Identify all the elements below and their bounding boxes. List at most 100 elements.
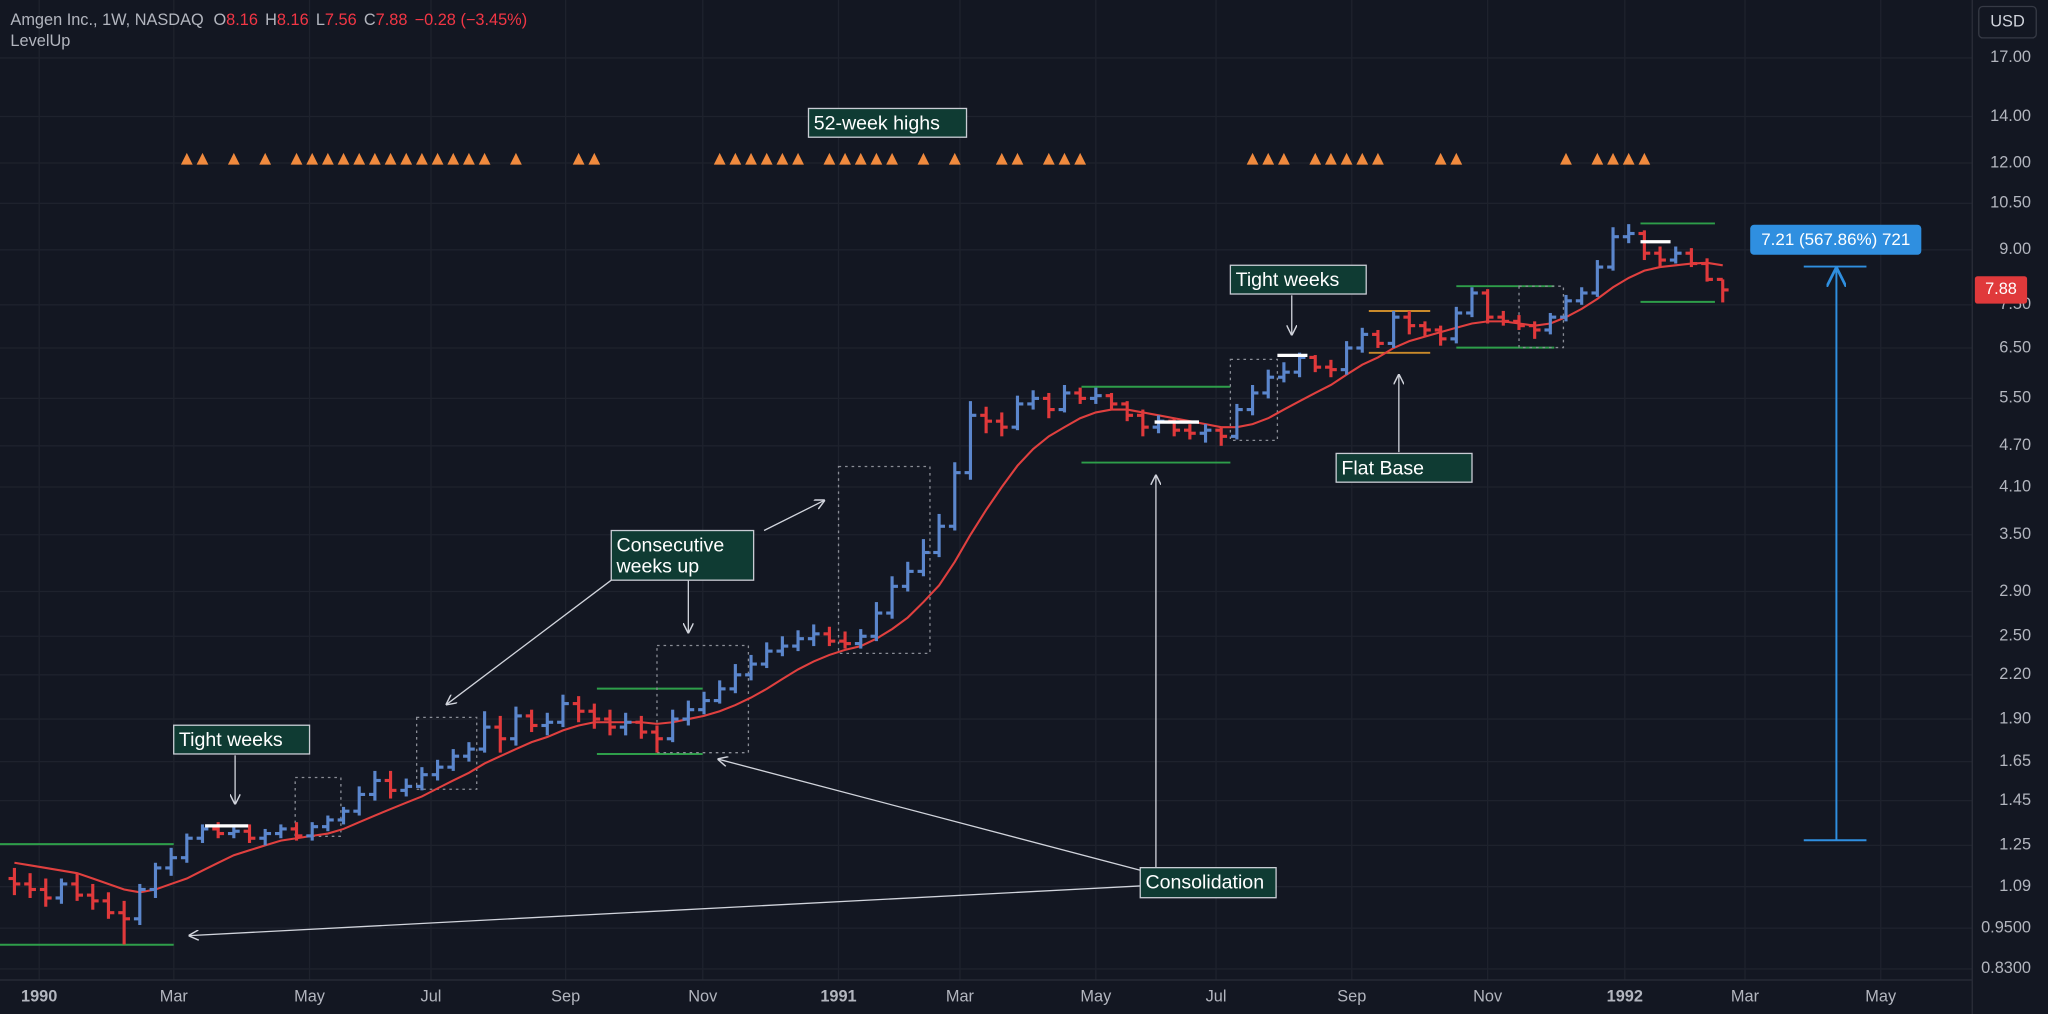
ohlc-bar: [290, 822, 303, 841]
52-week-high-marker: [431, 152, 444, 165]
ohlc-bar: [478, 711, 491, 753]
ohlc-bar: [1246, 384, 1259, 416]
ohlc-bar: [384, 770, 397, 799]
ohlc-bar: [635, 715, 648, 739]
ohlc-bar: [1183, 424, 1196, 440]
52-week-high-marker: [1622, 152, 1635, 165]
ohlc-bar: [1356, 327, 1369, 353]
currency-button[interactable]: [1978, 5, 2037, 39]
y-tick-label: 5.50: [1999, 389, 2031, 407]
ohlc-bar: [321, 815, 334, 832]
ohlc-bar: [588, 703, 601, 729]
ohlc-bar: [1591, 260, 1604, 297]
ohlc-bar: [541, 712, 554, 736]
y-tick-label: 9.00: [1999, 240, 2031, 258]
ohlc-bar: [1027, 390, 1040, 410]
ohlc-bar: [1074, 387, 1087, 404]
52-week-high-marker: [290, 152, 303, 165]
ohlc-bar: [510, 706, 522, 746]
y-tick-label: 12.00: [1990, 153, 2031, 171]
ohlc-bar: [1481, 289, 1494, 324]
y-tick-label: 0.8300: [1981, 959, 2031, 977]
x-tick-label: Jul: [421, 987, 442, 1005]
annotation: Consolidation: [1145, 871, 1264, 893]
52-week-high-marker: [196, 152, 209, 165]
ohlc-bar: [1497, 310, 1510, 326]
y-tick-label: 14.00: [1990, 107, 2031, 125]
symbol: Amgen Inc., 1W, NASDAQ: [10, 11, 203, 29]
52-week-high-marker: [1372, 152, 1384, 165]
52-week-high-marker: [447, 152, 460, 165]
ohlc-bar: [494, 715, 507, 753]
study-name: LevelUp: [10, 32, 70, 50]
ohlc-bar: [1372, 329, 1384, 348]
y-tick-label: 1.09: [1999, 877, 2031, 895]
annotation: Tight weeks: [179, 729, 283, 751]
52-week-high-marker: [1607, 152, 1619, 165]
52-week-high-marker: [259, 152, 272, 165]
y-tick-label: 3.50: [1999, 525, 2031, 543]
52-week-high-marker: [510, 152, 522, 165]
52-week-high-marker: [823, 152, 836, 165]
52-week-high-marker: [1278, 152, 1290, 165]
y-tick-label: 17.00: [1990, 48, 2031, 66]
52-week-high-marker: [572, 152, 585, 165]
legend-letter: C: [364, 11, 376, 29]
ohlc-bar: [133, 883, 146, 926]
ohlc-bar: [196, 824, 209, 843]
x-tick-label: Nov: [1473, 987, 1503, 1005]
x-tick-label: Mar: [946, 987, 975, 1005]
ohlc-bar: [1466, 287, 1478, 318]
ohlc-bar: [149, 862, 162, 898]
y-tick-label: 4.10: [1999, 477, 2031, 495]
annotation-box: [1229, 264, 1367, 295]
y-tick-label: 1.25: [1999, 836, 2031, 854]
currency[interactable]: USD: [1990, 13, 2025, 31]
ohlc-bar: [917, 539, 930, 577]
52-week-high-marker: [792, 152, 804, 165]
legend-value: 7.56: [325, 11, 357, 29]
ohlc-bar: [416, 767, 428, 791]
ohlc-bar: [118, 900, 131, 945]
annotation: Consecutive: [616, 534, 724, 556]
y-tick-label: 1.90: [1999, 709, 2031, 727]
ohlc-bar: [604, 709, 616, 736]
52-week-high-marker: [400, 152, 413, 165]
ohlc-bar: [337, 806, 350, 825]
52-week-high-marker: [1042, 152, 1055, 165]
legend-line: Amgen Inc., 1W, NASDAQ O8.16 H8.16 L7.56…: [10, 11, 527, 29]
ohlc-bar: [369, 770, 381, 801]
ohlc-bar: [823, 626, 836, 647]
moving-average: [14, 261, 1723, 894]
annotations: 52-week highs Tight weeks Consecutive we…: [173, 107, 1922, 899]
ohlc-bar: [1575, 287, 1588, 305]
ohlc-bar: [901, 561, 914, 592]
52-week-high-marker: [1074, 152, 1087, 165]
ohlc-bar: [1403, 310, 1416, 335]
52-week-high-marker: [337, 152, 350, 165]
x-tick-label: 1990: [21, 987, 57, 1005]
legend-change: −0.28: [415, 11, 456, 29]
ohlc-bar: [1199, 424, 1212, 443]
ohlc-bar: [964, 401, 977, 480]
ohlc-bar: [1701, 258, 1713, 282]
ohlc-bar: [839, 631, 851, 649]
52-week-high-marker: [321, 152, 334, 165]
y-tick-label: 6.50: [1999, 338, 2031, 356]
ohlc-bar: [1215, 427, 1228, 446]
ohlc-bar: [353, 786, 366, 816]
52-week-high-marker: [1058, 152, 1071, 165]
legend-letter: L: [316, 11, 325, 29]
last-price-box: [1974, 276, 2028, 304]
ohlc-bar: [572, 696, 585, 723]
ohlc-bar: [1011, 395, 1024, 431]
ohlc-bar: [980, 406, 992, 434]
52-week-high-marker: [1560, 152, 1572, 165]
ohlc-bar: [1544, 312, 1557, 335]
y-tick-label: 2.90: [1999, 582, 2031, 600]
ohlc-bar: [933, 513, 945, 558]
ohlc-bar: [1450, 306, 1463, 344]
ohlc-bar: [1340, 341, 1353, 375]
ohlc-bar: [1309, 355, 1322, 373]
